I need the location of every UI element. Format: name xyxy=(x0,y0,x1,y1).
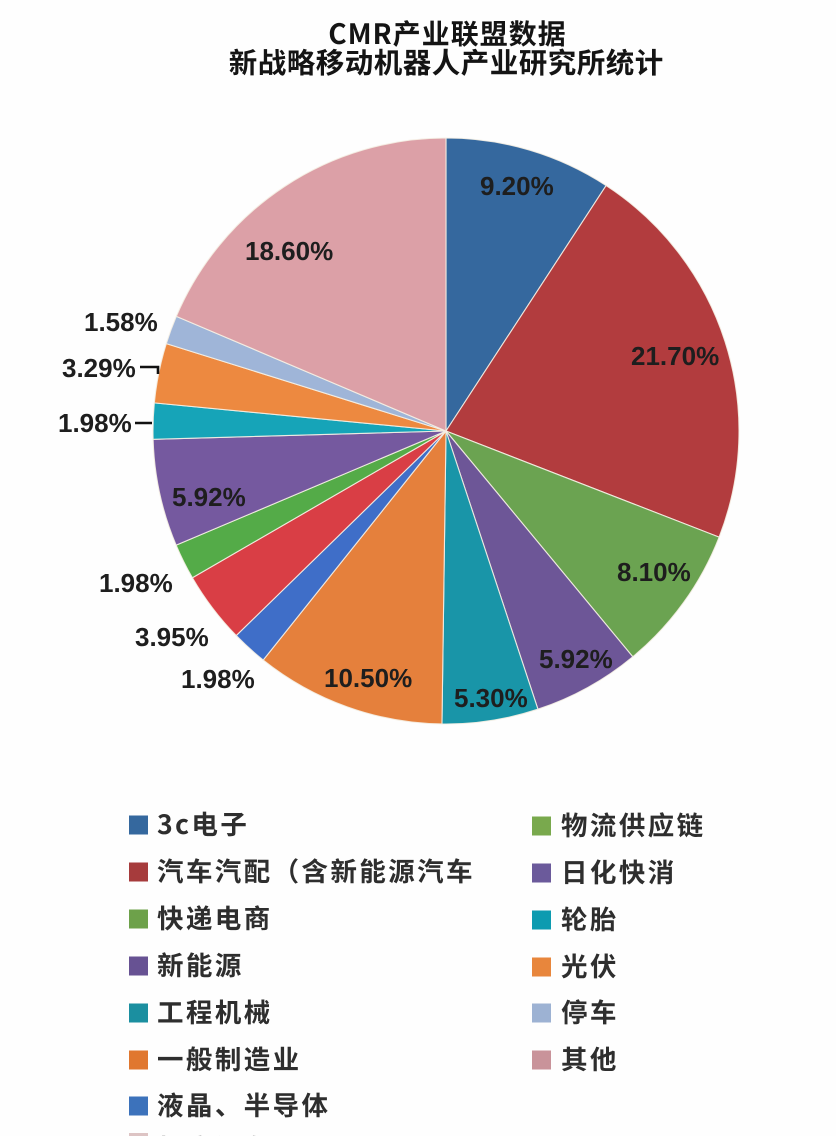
svg-text:1.98%: 1.98% xyxy=(99,568,173,598)
svg-text:10.50%: 10.50% xyxy=(324,663,412,693)
svg-text:5.92%: 5.92% xyxy=(172,482,246,512)
svg-text:1.58%: 1.58% xyxy=(84,307,158,337)
svg-text:9.20%: 9.20% xyxy=(480,171,554,201)
svg-text:3.29%: 3.29% xyxy=(62,353,136,383)
svg-text:21.70%: 21.70% xyxy=(631,341,719,371)
svg-text:5.30%: 5.30% xyxy=(454,683,528,713)
svg-text:8.10%: 8.10% xyxy=(617,557,691,587)
svg-text:18.60%: 18.60% xyxy=(245,236,333,266)
svg-text:5.92%: 5.92% xyxy=(539,644,613,674)
svg-text:3.95%: 3.95% xyxy=(135,622,209,652)
svg-text:1.98%: 1.98% xyxy=(181,664,255,694)
svg-text:1.98%: 1.98% xyxy=(58,408,132,438)
